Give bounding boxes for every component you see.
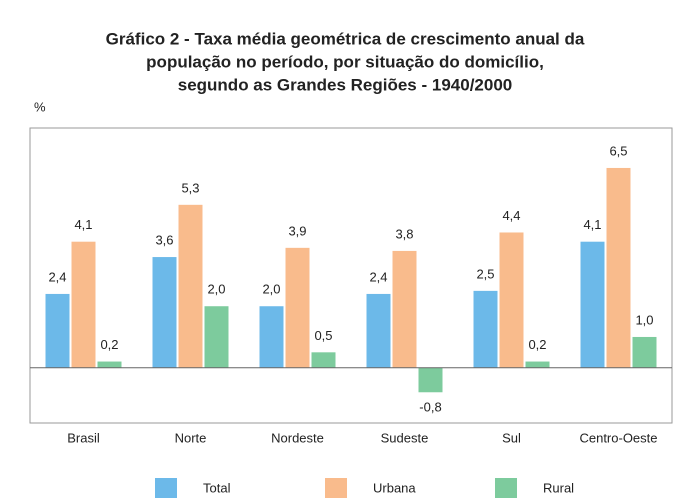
- bar: [473, 290, 498, 368]
- bar: [204, 306, 229, 368]
- value-label: 3,8: [395, 226, 413, 241]
- value-label: 4,1: [583, 217, 601, 232]
- value-label: 2,4: [369, 269, 387, 284]
- value-label: 2,4: [48, 269, 66, 284]
- value-label: 1,0: [635, 312, 653, 327]
- bar: [606, 167, 631, 368]
- value-label: 3,9: [288, 223, 306, 238]
- x-tick-label: Nordeste: [271, 430, 324, 445]
- bar: [525, 361, 550, 368]
- bar: [418, 367, 443, 393]
- bar: [580, 241, 605, 368]
- chart-title: Gráfico 2 - Taxa média geométrica de cre…: [106, 29, 585, 48]
- x-tick-label: Sul: [502, 430, 521, 445]
- bar: [259, 306, 284, 368]
- bar: [45, 293, 70, 368]
- legend-label: Total: [203, 480, 231, 495]
- bar: [366, 293, 391, 368]
- bar: [632, 336, 657, 368]
- x-tick-label: Norte: [175, 430, 207, 445]
- x-tick-label: Brasil: [67, 430, 100, 445]
- value-label: 0,2: [528, 337, 546, 352]
- value-label: 5,3: [181, 180, 199, 195]
- value-label: 4,4: [502, 208, 520, 223]
- bar: [152, 257, 177, 368]
- value-label: 4,1: [74, 217, 92, 232]
- plot-frame: [29, 127, 673, 424]
- value-label: 2,5: [476, 266, 494, 281]
- value-label: 2,0: [262, 282, 280, 297]
- value-label: 2,0: [207, 282, 225, 297]
- legend-swatch: [155, 478, 177, 498]
- value-label: 6,5: [609, 143, 627, 158]
- value-label: -0,8: [419, 400, 441, 415]
- bar: [71, 241, 96, 368]
- value-label: 0,5: [314, 328, 332, 343]
- legend-swatch: [325, 478, 347, 498]
- x-tick-label: Sudeste: [381, 430, 429, 445]
- value-label: 3,6: [155, 233, 173, 248]
- legend-swatch: [495, 478, 517, 498]
- legend-label: Rural: [543, 480, 574, 495]
- chart-title: segundo as Grandes Regiões - 1940/2000: [178, 75, 512, 94]
- x-tick-label: Centro-Oeste: [579, 430, 657, 445]
- legend-label: Urbana: [373, 480, 416, 495]
- bar: [311, 352, 336, 368]
- y-axis-label: %: [34, 99, 46, 114]
- bar: [499, 232, 524, 368]
- bar: [392, 250, 417, 368]
- bar: [285, 247, 310, 368]
- bar: [97, 361, 122, 368]
- chart-title: população no período, por situação do do…: [146, 52, 544, 71]
- value-label: 0,2: [100, 337, 118, 352]
- bar: [178, 204, 203, 368]
